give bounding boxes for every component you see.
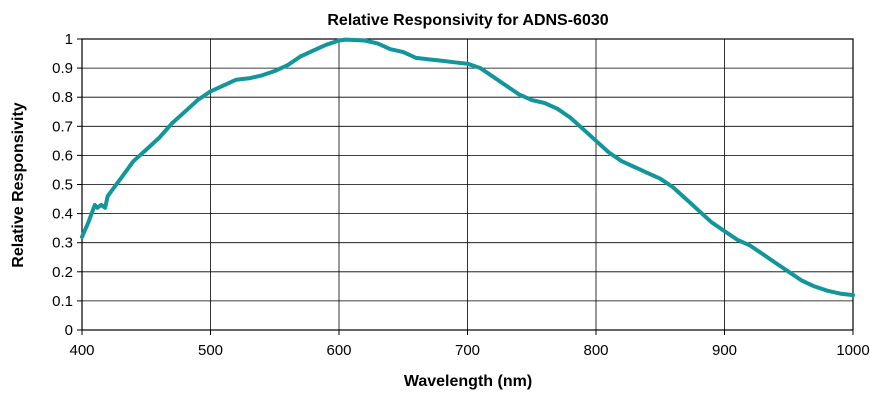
responsivity-series-line <box>80 37 855 298</box>
y-axis-ticks: 0 0.1 0.2 0.3 0.4 0.5 0.6 0.7 0.8 0.9 1 <box>52 31 82 339</box>
x-tick-label: 900 <box>712 342 737 359</box>
x-tick-label: 700 <box>455 342 480 359</box>
chart-title: Relative Responsivity for ADNS-6030 <box>327 12 608 29</box>
x-tick-label: 800 <box>583 342 608 359</box>
y-axis-label: Relative Responsivity <box>10 102 27 268</box>
x-axis-ticks: 400 500 600 700 800 900 1000 <box>69 330 870 359</box>
grid <box>81 38 854 331</box>
x-tick-label: 1000 <box>836 342 869 359</box>
x-tick-label: 600 <box>326 342 351 359</box>
y-tick-label: 0.4 <box>52 206 73 223</box>
y-tick-label: 0.9 <box>52 60 73 77</box>
y-tick-label: 0.5 <box>52 177 73 194</box>
y-tick-label: 0.7 <box>52 118 73 135</box>
x-axis-label: Wavelength (nm) <box>404 373 532 390</box>
y-tick-label: 0.1 <box>52 293 73 310</box>
y-tick-label: 0.6 <box>52 147 73 164</box>
x-tick-label: 400 <box>69 342 94 359</box>
y-tick-label: 0.8 <box>52 89 73 106</box>
y-tick-label: 0.3 <box>52 235 73 252</box>
y-tick-label: 0 <box>65 322 73 339</box>
x-tick-label: 500 <box>198 342 223 359</box>
y-tick-label: 1 <box>65 31 73 48</box>
y-tick-label: 0.2 <box>52 264 73 281</box>
